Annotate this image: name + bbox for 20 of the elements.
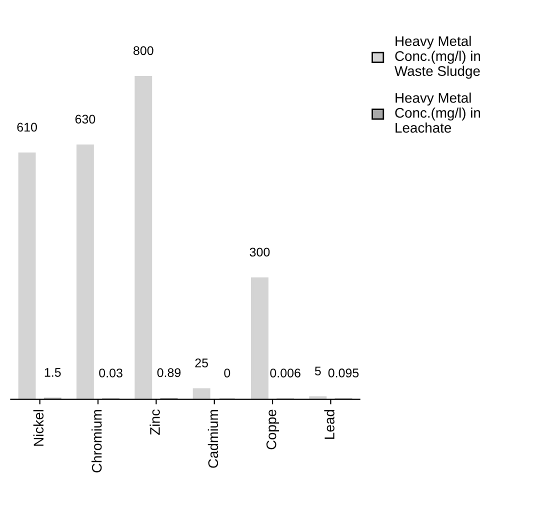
data-label: 610 (17, 122, 37, 132)
legend-label: Heavy Metal Conc.(mg/l) in Leachate (395, 92, 480, 133)
data-label: 800 (133, 46, 154, 56)
x-tick-label: Nickel (33, 410, 44, 446)
data-label: 25 (195, 358, 208, 368)
x-tick-label: Lead (324, 410, 334, 439)
x-tick-label: Zinc (150, 409, 160, 435)
x-tick-label: Chromium (92, 410, 102, 472)
data-label: 630 (75, 114, 96, 124)
data-label: 0.03 (99, 368, 122, 378)
data-label: 1.5 (44, 368, 61, 377)
data-label: 0.095 (328, 368, 359, 378)
data-label: 5 (314, 366, 321, 376)
x-tick-label: Coppe (266, 410, 279, 450)
x-tick-label: Cadmium (208, 410, 218, 468)
data-label: 300 (250, 248, 270, 257)
data-label: 0.006 (270, 368, 300, 378)
data-label: 0.89 (157, 368, 181, 378)
legend-label: Heavy Metal Conc.(mg/l) in Waste Sludge (394, 36, 480, 79)
data-label: 0 (224, 368, 230, 378)
